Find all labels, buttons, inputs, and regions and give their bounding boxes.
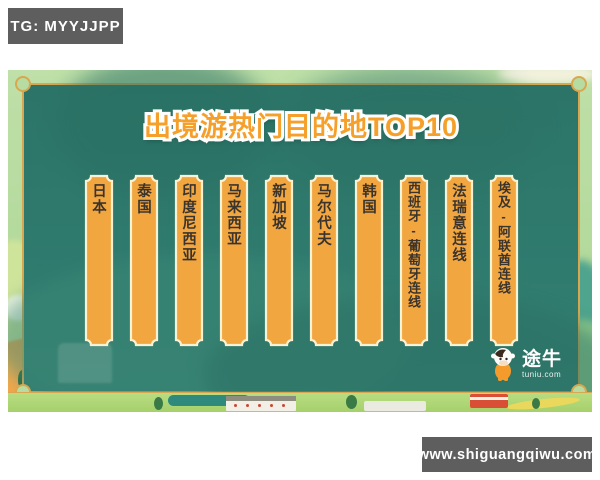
tg-watermark-text: TG: MYYJJPP — [10, 17, 121, 35]
tree-icon — [532, 398, 540, 409]
destination-bar-label: 印度尼西亚 — [180, 183, 196, 263]
inner-panel: 出境游热门目的地TOP10 出境游热门目的地TOP10 日本 泰国 印度尼西亚 — [8, 70, 592, 412]
plaque-shape — [489, 174, 518, 347]
destination-bar-8: 西班牙-葡萄牙连线 — [399, 174, 429, 347]
destination-bar-label: 马来西亚 — [225, 183, 241, 247]
destination-bar-5: 新加坡 — [264, 174, 294, 347]
building-windows — [234, 404, 237, 407]
site-watermark-badge: www.shiguangqiwu.com — [418, 437, 596, 472]
tuniu-brand-text: 途牛 — [521, 348, 562, 370]
red-house-band — [470, 397, 508, 400]
destination-bar-label: 埃及-阿联酋连线 — [496, 181, 511, 295]
plaque-shape — [129, 174, 158, 347]
plaque-shape — [399, 174, 428, 347]
road-decoration — [505, 395, 581, 412]
plaque-shape — [354, 174, 383, 347]
tuniu-mascot-icon — [490, 348, 515, 381]
destination-bar-label: 法瑞意连线 — [450, 183, 466, 263]
chart-title-outline: 出境游热门目的地TOP10 — [141, 109, 460, 145]
destination-bars: 日本 泰国 印度尼西亚 马来西亚 新加坡 — [24, 174, 578, 347]
destination-bar-3: 印度尼西亚 — [174, 174, 204, 347]
destination-bar-label: 日本 — [90, 183, 106, 215]
tree-icon — [154, 397, 163, 410]
building-icon — [364, 401, 426, 411]
plaque-shape — [84, 174, 113, 347]
destination-bar-4: 马来西亚 — [219, 174, 249, 347]
destination-bar-label: 新加坡 — [270, 183, 286, 231]
plaque-shape — [219, 174, 248, 347]
building-roof — [226, 396, 296, 401]
corner-notch — [571, 76, 587, 92]
landscape-strip — [8, 392, 592, 412]
red-house-icon — [470, 394, 508, 408]
infographic-card: 出境游热门目的地TOP10 出境游热门目的地TOP10 日本 泰国 印度尼西亚 — [8, 70, 592, 412]
destination-bar-6: 马尔代夫 — [309, 174, 339, 347]
destination-bar-label: 马尔代夫 — [315, 183, 331, 247]
destination-bar-7: 韩国 — [354, 174, 384, 347]
tuniu-logo: 途牛 tuniu.com — [489, 347, 562, 381]
plaque-shape — [309, 174, 338, 347]
plaque-shape — [444, 174, 473, 347]
destination-bar-label: 韩国 — [360, 183, 376, 215]
tree-icon — [346, 395, 357, 409]
tg-watermark-badge: TG: MYYJJPP — [8, 8, 123, 44]
destination-bar-1: 日本 — [84, 174, 114, 347]
destination-bar-10: 埃及-阿联酋连线 — [489, 174, 519, 347]
plaque-shape — [264, 174, 293, 347]
cloud-decoration — [498, 70, 592, 84]
site-watermark-text: www.shiguangqiwu.com — [417, 446, 597, 463]
destination-bar-9: 法瑞意连线 — [444, 174, 474, 347]
plaque-shape — [174, 174, 203, 347]
corner-notch — [15, 76, 31, 92]
tuniu-domain-text: tuniu.com — [521, 369, 562, 379]
destination-bar-label: 泰国 — [135, 183, 151, 215]
destination-bar-label: 西班牙-葡萄牙连线 — [406, 181, 421, 309]
destination-bar-2: 泰国 — [129, 174, 159, 347]
building-icon — [226, 396, 296, 411]
chart-title-text: 出境游热门目的地TOP10 — [143, 112, 459, 142]
chart-title: 出境游热门目的地TOP10 出境游热门目的地TOP10 — [24, 105, 578, 149]
pond-decoration — [168, 395, 250, 406]
house-watermark-decoration — [58, 343, 112, 383]
tuniu-logo-text: 途牛 tuniu.com — [522, 350, 562, 379]
